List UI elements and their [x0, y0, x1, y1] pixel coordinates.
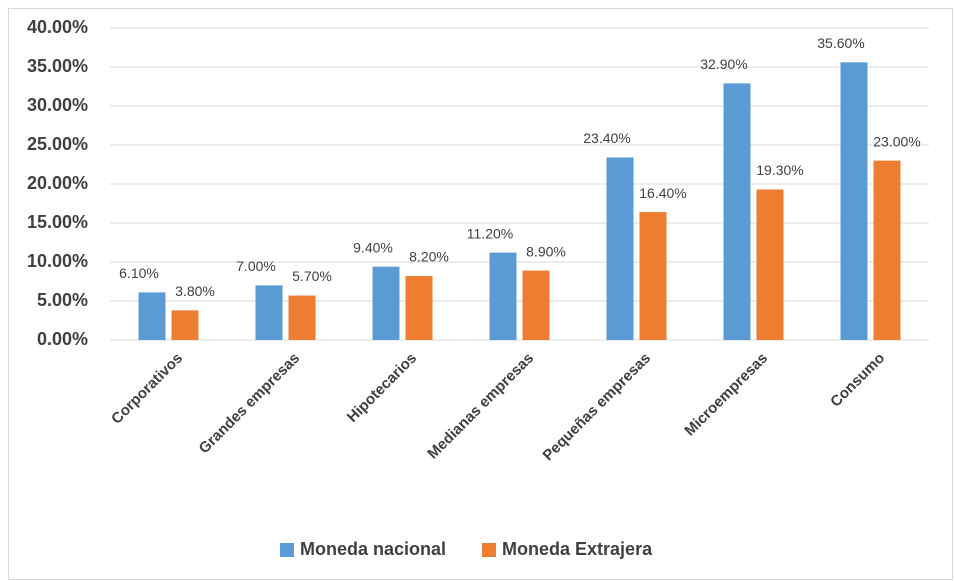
legend-swatch [280, 543, 294, 557]
bar [405, 276, 433, 340]
value-label: 7.00% [236, 258, 276, 274]
y-tick-label: 10.00% [27, 251, 88, 271]
value-label: 35.60% [817, 35, 864, 51]
bar [756, 189, 784, 340]
value-label: 3.80% [175, 283, 215, 299]
bar [606, 157, 634, 340]
value-label: 19.30% [756, 162, 803, 178]
value-label: 8.90% [526, 243, 566, 259]
bar [138, 292, 166, 340]
chart-frame [8, 8, 953, 580]
bar [372, 266, 400, 340]
legend-label: Moneda nacional [300, 539, 446, 559]
bar [639, 212, 667, 340]
y-tick-label: 30.00% [27, 95, 88, 115]
value-label: 11.20% [467, 225, 513, 241]
value-label: 16.40% [639, 185, 686, 201]
y-tick-label: 5.00% [37, 290, 88, 310]
y-tick-label: 35.00% [27, 56, 88, 76]
y-tick-label: 0.00% [37, 329, 88, 349]
value-label: 6.10% [119, 265, 159, 281]
bar [840, 62, 868, 340]
bar [522, 270, 550, 340]
y-tick-label: 15.00% [27, 212, 88, 232]
value-label: 5.70% [292, 268, 332, 284]
bar [723, 83, 751, 340]
value-label: 9.40% [353, 239, 393, 255]
bar [873, 160, 901, 340]
y-tick-label: 20.00% [27, 173, 88, 193]
legend-swatch [482, 543, 497, 557]
y-tick-label: 40.00% [27, 17, 88, 37]
value-label: 23.40% [583, 130, 630, 146]
value-label: 8.20% [409, 249, 449, 265]
y-tick-label: 25.00% [27, 134, 88, 154]
bar [489, 252, 517, 340]
bar [171, 310, 199, 340]
bar [288, 295, 316, 340]
value-label: 32.90% [700, 56, 747, 72]
legend-label: Moneda Extrajera [502, 539, 653, 559]
value-label: 23.00% [873, 133, 920, 149]
bar [255, 285, 283, 340]
